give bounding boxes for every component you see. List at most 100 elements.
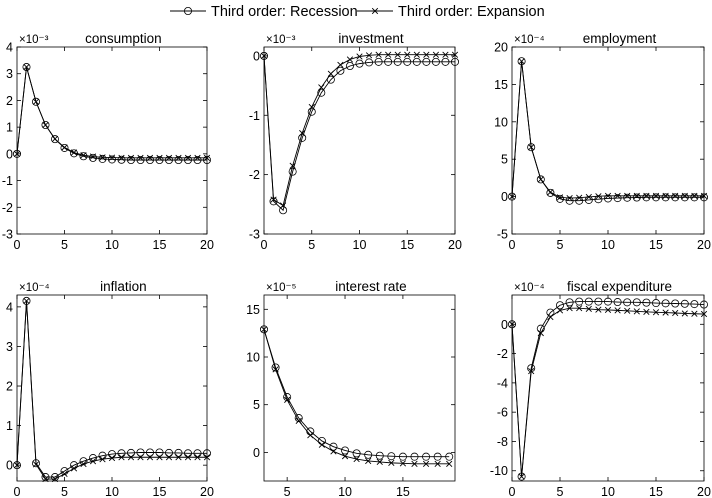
data-point <box>174 448 183 457</box>
axes-box <box>511 294 705 482</box>
y-tick-label: -10 <box>490 464 508 478</box>
data-point <box>384 57 393 66</box>
data-point <box>23 63 30 71</box>
data-point <box>672 192 679 199</box>
data-point <box>108 154 116 161</box>
data-point <box>576 194 583 201</box>
y-tick-label: 15 <box>494 78 508 92</box>
series-line <box>16 66 207 159</box>
data-point <box>41 473 50 482</box>
data-point <box>556 301 565 310</box>
x-tick-label: 10 <box>601 485 615 498</box>
data-point <box>632 298 641 307</box>
data-point <box>681 192 688 199</box>
subplot-consumption: 0 5 10 15 20 -3 -2 -1 0 1 2 3 4 ×10⁻³ consumption <box>2 31 214 252</box>
data-point <box>546 308 555 317</box>
y-tick-label: 5 <box>501 153 508 167</box>
x-tick-label: 20 <box>200 485 214 498</box>
data-point <box>565 196 574 205</box>
data-point <box>556 194 565 203</box>
data-point <box>632 193 641 202</box>
data-point <box>652 309 660 316</box>
data-point <box>203 154 211 161</box>
data-point <box>352 449 361 458</box>
x-tick-label: 0 <box>261 238 268 252</box>
data-point <box>51 135 60 144</box>
y-tick-label: -3 <box>249 228 260 242</box>
data-point <box>260 326 268 333</box>
data-point <box>441 57 450 66</box>
data-point <box>326 75 335 84</box>
data-point <box>165 154 173 161</box>
data-point <box>422 460 430 467</box>
data-point <box>671 299 680 308</box>
data-point <box>375 51 382 58</box>
data-point <box>434 460 441 467</box>
data-point <box>341 446 350 455</box>
data-point <box>623 298 632 307</box>
data-point <box>136 156 145 165</box>
data-point <box>376 458 383 466</box>
data-point <box>295 417 302 425</box>
x-tick-label: 20 <box>697 238 711 252</box>
data-point <box>566 194 573 202</box>
data-point <box>156 154 163 161</box>
data-point <box>61 144 68 151</box>
data-point <box>13 150 21 157</box>
legend-label: Third order: Recession <box>211 4 358 20</box>
axis-exponent: ×10⁻⁴ <box>19 282 50 294</box>
x-tick-label: 20 <box>200 238 214 252</box>
data-point <box>375 451 384 460</box>
data-point <box>174 156 183 165</box>
data-point <box>117 155 126 164</box>
y-tick-label: 10 <box>246 351 260 365</box>
axes-box <box>263 294 456 482</box>
data-point <box>652 193 661 202</box>
x-tick-label: 10 <box>353 238 367 252</box>
x-tick-label: 15 <box>396 485 410 498</box>
axis-exponent: ×10⁻⁴ <box>514 282 545 294</box>
data-point <box>89 458 97 465</box>
data-point <box>423 51 430 58</box>
data-point <box>183 156 192 165</box>
x-tick-label: 0 <box>14 238 21 252</box>
data-point <box>270 196 277 203</box>
data-point <box>642 298 651 307</box>
data-point <box>145 156 154 165</box>
data-point <box>60 143 69 152</box>
data-point <box>652 192 660 199</box>
x-tick-label: 20 <box>448 238 462 252</box>
series-circle <box>507 297 709 481</box>
data-point <box>127 156 136 165</box>
data-point <box>365 52 373 59</box>
data-point <box>364 450 373 459</box>
data-point <box>422 57 431 66</box>
data-point <box>700 300 709 309</box>
data-point <box>388 459 395 466</box>
data-point <box>89 153 98 162</box>
data-point <box>136 448 145 457</box>
data-point <box>13 462 21 469</box>
y-tick-label: -2 <box>249 168 260 182</box>
x-tick-label: 0 <box>509 485 516 498</box>
data-point <box>398 452 407 461</box>
data-point <box>508 193 516 200</box>
data-point <box>385 51 392 58</box>
data-point <box>585 193 592 201</box>
data-point <box>137 454 144 461</box>
data-point <box>356 53 363 60</box>
data-point <box>614 307 621 314</box>
data-point <box>127 448 136 457</box>
series-cross <box>13 63 211 161</box>
data-point <box>691 310 698 317</box>
data-point <box>431 57 440 66</box>
data-point <box>32 461 40 468</box>
y-tick-label: 0 <box>6 147 13 161</box>
data-point <box>575 297 584 306</box>
series-line <box>263 329 450 465</box>
series-cross <box>508 58 708 202</box>
y-tick-label: -6 <box>497 406 508 420</box>
series-line <box>16 300 207 480</box>
data-point <box>271 363 280 372</box>
series-cross <box>260 51 459 209</box>
